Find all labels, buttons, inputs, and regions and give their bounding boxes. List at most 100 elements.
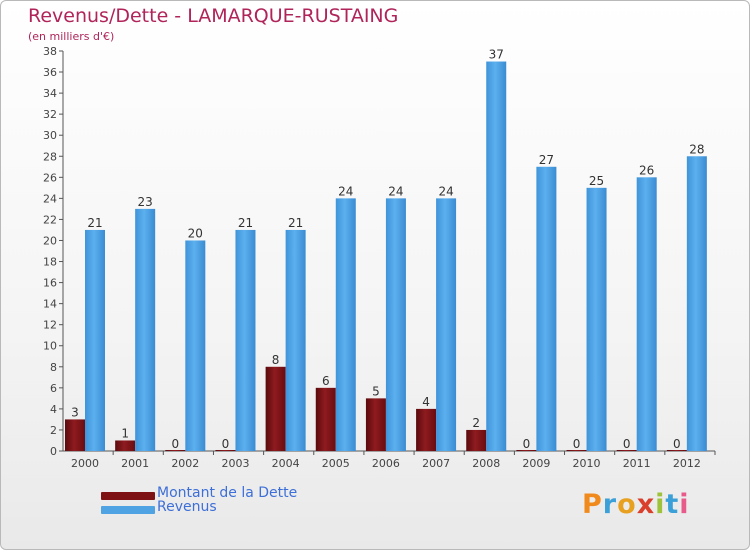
data-label-dette: 5 <box>372 384 380 398</box>
data-label-dette: 4 <box>422 395 430 409</box>
bar-revenus <box>235 229 256 451</box>
logo-letter: t <box>665 489 680 520</box>
data-label-dette: 2 <box>472 416 480 430</box>
data-label-dette: 0 <box>673 437 681 451</box>
bar-revenus <box>185 240 206 451</box>
logo-letter: r <box>602 489 618 520</box>
data-label-dette: 3 <box>71 405 79 419</box>
bar-dette <box>65 419 86 451</box>
data-label-dette: 0 <box>222 437 230 451</box>
data-label-revenus: 37 <box>489 48 504 62</box>
y-tick-label: 8 <box>50 361 57 374</box>
data-label-dette: 6 <box>322 374 330 388</box>
bar-revenus <box>686 156 707 451</box>
logo-letter: o <box>617 489 637 520</box>
bar-dette <box>516 450 537 451</box>
bar-revenus <box>636 177 657 451</box>
x-tick-label: 2005 <box>322 457 350 470</box>
bar-revenus <box>385 198 406 451</box>
x-tick-label: 2000 <box>71 457 99 470</box>
data-label-revenus: 26 <box>639 163 654 177</box>
y-tick-label: 16 <box>43 277 57 290</box>
bar-dette <box>165 450 186 451</box>
chart-title: Revenus/Dette - LAMARQUE-RUSTAING <box>28 5 399 27</box>
bar-dette <box>416 408 437 451</box>
chart-subtitle: (en milliers d'€) <box>28 30 115 43</box>
data-label-dette: 8 <box>272 353 280 367</box>
x-tick-label: 2007 <box>422 457 450 470</box>
data-label-revenus: 20 <box>188 226 203 240</box>
y-tick-label: 12 <box>43 319 57 332</box>
data-label-dette: 0 <box>623 437 631 451</box>
y-tick-label: 14 <box>43 298 57 311</box>
y-tick-label: 24 <box>43 192 57 205</box>
data-label-dette: 1 <box>121 426 129 440</box>
data-label-revenus: 21 <box>288 216 303 230</box>
data-label-revenus: 21 <box>238 216 253 230</box>
y-tick-label: 32 <box>43 108 57 121</box>
bar-dette <box>315 387 336 451</box>
bar-dette <box>666 450 687 451</box>
legend-label-revenus: Revenus <box>157 499 217 515</box>
logo-letter: i <box>655 489 666 520</box>
bar-dette <box>466 429 487 451</box>
bar-revenus <box>436 198 457 451</box>
bar-dette <box>566 450 587 451</box>
y-tick-label: 22 <box>43 213 57 226</box>
data-label-revenus: 28 <box>689 142 704 156</box>
x-tick-label: 2012 <box>673 457 701 470</box>
x-tick-label: 2011 <box>623 457 651 470</box>
x-tick-label: 2001 <box>121 457 149 470</box>
y-tick-label: 6 <box>50 382 57 395</box>
y-tick-label: 20 <box>43 234 57 247</box>
x-tick-label: 2006 <box>372 457 400 470</box>
bar-revenus <box>85 229 106 451</box>
bar-revenus <box>536 166 557 451</box>
x-tick-label: 2004 <box>272 457 300 470</box>
bar-dette <box>115 440 136 451</box>
x-tick-label: 2010 <box>573 457 601 470</box>
data-label-revenus: 23 <box>138 195 153 209</box>
legend-swatch-revenus <box>101 506 155 514</box>
data-label-dette: 0 <box>523 437 531 451</box>
bar-revenus <box>285 229 306 451</box>
y-tick-label: 18 <box>43 256 57 269</box>
proxiti-logo: Proxiti <box>582 489 690 520</box>
logo-letter: x <box>636 489 656 520</box>
legend-label-dette: Montant de la Dette <box>157 485 298 501</box>
y-tick-label: 28 <box>43 150 57 163</box>
logo-letter: P <box>582 489 603 520</box>
data-label-revenus: 24 <box>338 184 353 198</box>
bar-revenus <box>586 187 607 451</box>
x-tick-label: 2003 <box>221 457 249 470</box>
y-tick-label: 10 <box>43 340 57 353</box>
data-label-revenus: 25 <box>589 174 604 188</box>
bar-revenus <box>335 198 356 451</box>
bar-dette <box>616 450 637 451</box>
data-label-dette: 0 <box>573 437 581 451</box>
data-label-revenus: 27 <box>539 153 554 167</box>
y-tick-label: 0 <box>50 445 57 458</box>
y-tick-label: 38 <box>43 45 57 58</box>
bar-revenus <box>135 208 156 451</box>
y-tick-label: 2 <box>50 424 57 437</box>
x-tick-label: 2008 <box>472 457 500 470</box>
y-tick-label: 26 <box>43 171 57 184</box>
y-tick-label: 34 <box>43 87 57 100</box>
data-label-revenus: 24 <box>388 184 403 198</box>
data-label-dette: 0 <box>171 437 179 451</box>
logo-letter: i <box>679 489 690 520</box>
bar-revenus <box>486 61 507 452</box>
bar-dette <box>265 366 286 451</box>
y-tick-label: 4 <box>50 403 57 416</box>
x-tick-label: 2002 <box>171 457 199 470</box>
bar-dette <box>215 450 236 451</box>
y-tick-label: 36 <box>43 66 57 79</box>
data-label-revenus: 21 <box>87 216 102 230</box>
legend-swatch-dette <box>101 492 155 500</box>
x-tick-label: 2009 <box>522 457 550 470</box>
data-label-revenus: 24 <box>438 184 453 198</box>
y-tick-label: 30 <box>43 129 57 142</box>
